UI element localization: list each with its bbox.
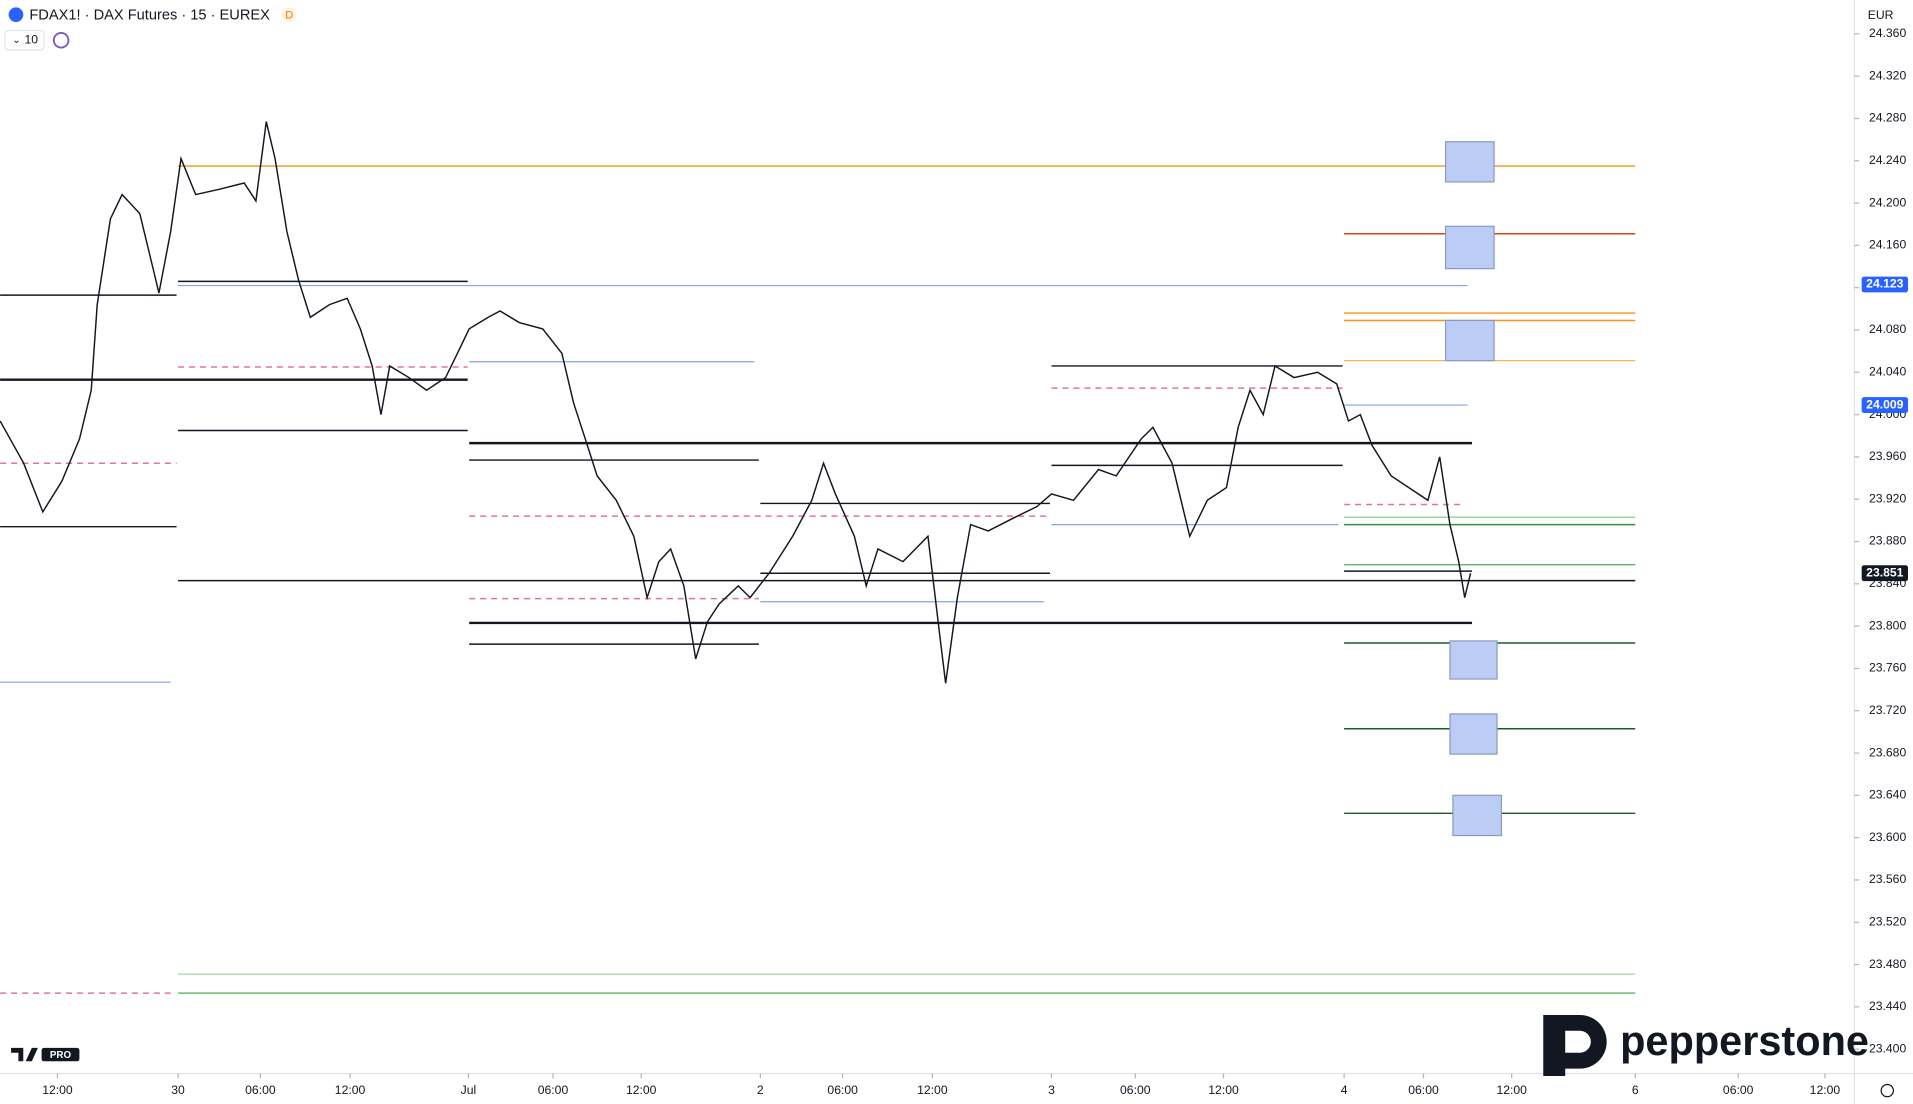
x-tick-label: 12:00 [1208,1083,1239,1097]
target-zone [1449,640,1498,680]
y-tick-label: 23.680 [1869,745,1906,759]
price-label: 24.123 [1866,277,1903,291]
target-zone [1449,713,1498,755]
price-label-bg [1861,276,1909,293]
x-tick-label: 12:00 [42,1083,73,1097]
y-tick-label: 23.760 [1869,661,1906,675]
settings-gear[interactable] [1880,1083,1894,1098]
x-tick-label: 6 [1632,1083,1639,1097]
y-tick-label: 23.800 [1869,618,1906,632]
y-tick-label: 23.400 [1869,1041,1906,1055]
y-tick-label: 24.080 [1869,322,1906,336]
x-tick-label: 06:00 [827,1083,858,1097]
x-tick-label: 12:00 [1496,1083,1527,1097]
indicators-toggle[interactable] [4,29,45,51]
pro-label: PRO [50,1050,72,1061]
x-tick-label: 12:00 [1810,1083,1841,1097]
x-tick-label: Jul [461,1083,477,1097]
target-zone [1444,225,1495,270]
chevron: ⌄ [12,35,20,46]
x-tick-label: 2 [757,1083,764,1097]
target-zone [1444,141,1495,183]
indicator-count: 10 [25,32,39,46]
x-tick-label: 06:00 [245,1083,276,1097]
x-tick-label: 06:00 [1408,1083,1439,1097]
y-tick-label: 23.640 [1869,788,1906,802]
pro-badge [41,1047,80,1062]
y-tick-label: 23.520 [1869,914,1906,928]
x-tick-label: 30 [171,1083,185,1097]
x-tick-label: 06:00 [1120,1083,1151,1097]
y-tick-label: 23.600 [1869,830,1906,844]
badge-bg [281,7,297,22]
x-tick-label: 3 [1048,1083,1055,1097]
y-tick-label: 24.240 [1869,153,1906,167]
x-tick-label: 06:00 [538,1083,569,1097]
x-tick-label: 12:00 [626,1083,657,1097]
tv-logo: PRO [11,1047,80,1062]
price-label-bg [1861,397,1909,414]
x-tick-label: 4 [1341,1083,1348,1097]
x-tick-label: 12:00 [335,1083,366,1097]
y-tick-label: 24.280 [1869,111,1906,125]
source-badge: D [285,10,293,22]
tv-mark [11,1047,38,1062]
watermark: pepperstone [1543,1014,1869,1076]
sync-icon[interactable] [52,32,70,49]
x-tick-label: 06:00 [1723,1083,1754,1097]
symbol-title: FDAX1! · DAX Futures · 15 · EUREX [29,8,270,24]
price-line [0,121,1472,684]
watermark-text: pepperstone [1620,1017,1869,1064]
settings-icon[interactable] [1880,1083,1894,1098]
y-tick-label: 23.480 [1869,957,1906,971]
y-tick-label: 23.960 [1869,449,1906,463]
price-label: 23.851 [1866,565,1903,579]
y-tick-label: 23.880 [1869,534,1906,548]
y-tick-label: 24.200 [1869,195,1906,209]
y-tick-label: 23.720 [1869,703,1906,717]
price-label: 24.009 [1866,397,1903,411]
watermark-logo-inner [1565,1030,1591,1053]
currency: EUR [1868,8,1894,22]
y-tick-label: 23.920 [1869,491,1906,505]
plot: 24.360 24.320 24.280 24.240 24.200 24.160 24.1… [0,26,1909,1097]
x-tick-label: 12:00 [917,1083,948,1097]
price-label-bg [1861,565,1909,582]
target-zone [1452,794,1503,837]
symbol-icon [8,7,24,22]
y-tick-label: 24.040 [1869,365,1906,379]
y-tick-label: 24.320 [1869,68,1906,82]
y-tick-label: 24.360 [1869,26,1906,40]
y-tick-label: 24.160 [1869,238,1906,252]
y-tick-label: 23.440 [1869,999,1906,1013]
header: FDAX1! · DAX Futures · 15 · EUREX D ⌄ 10… [4,7,1894,51]
y-tick-label: 23.560 [1869,872,1906,886]
target-zone [1444,319,1495,362]
